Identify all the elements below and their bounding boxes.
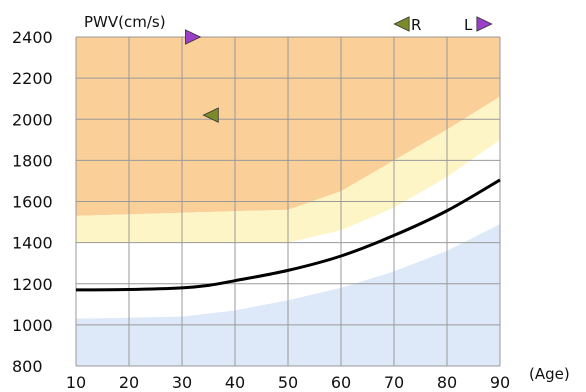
series-line-0 [75, 178, 501, 292]
legend-label-0: R [411, 16, 421, 34]
y-tick-3: 1400 [12, 234, 53, 253]
legend-marker-0 [393, 16, 410, 32]
y-tick-0: 800 [12, 357, 43, 376]
y-tick-6: 2000 [12, 110, 53, 129]
y-tick-8: 2400 [12, 28, 53, 47]
x-tick-labels: 10 20 30 40 50 60 70 80 90 [66, 373, 510, 392]
y-tick-1: 1000 [12, 316, 53, 335]
legend-marker-1 [476, 16, 493, 32]
y-tick-7: 2200 [12, 69, 53, 88]
x-tick-1: 20 [119, 373, 139, 392]
x-tick-7: 80 [437, 373, 457, 392]
x-tick-5: 60 [331, 373, 351, 392]
marker-0 [185, 29, 202, 45]
x-tick-0: 10 [66, 373, 86, 392]
y-tick-labels: 800 1000 1200 1400 1600 1800 2000 2200 2400 [12, 28, 53, 376]
x-tick-4: 50 [278, 373, 298, 392]
grid-lines [75, 36, 501, 367]
y-tick-5: 1800 [12, 151, 53, 170]
y-tick-4: 1600 [12, 193, 53, 212]
y-tick-2: 1200 [12, 275, 53, 294]
x-tick-2: 30 [172, 373, 192, 392]
markers-layer [185, 29, 219, 123]
x-tick-8: 90 [490, 373, 510, 392]
series-layer [75, 178, 501, 292]
x-axis-label: (Age) [529, 365, 570, 383]
legend-label-1: L [464, 16, 473, 34]
y-axis-label: PWV(cm/s) [84, 13, 166, 31]
x-tick-3: 40 [225, 373, 245, 392]
x-tick-6: 70 [384, 373, 404, 392]
marker-1 [202, 107, 219, 123]
